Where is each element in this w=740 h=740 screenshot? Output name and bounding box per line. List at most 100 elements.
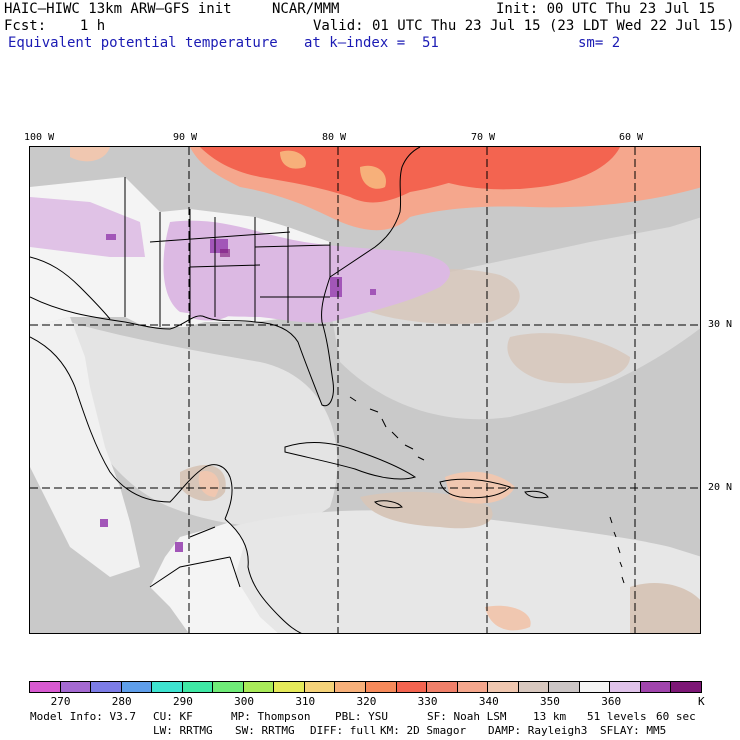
warm-red-band	[200, 147, 490, 203]
footer-item: SW: RRTMG	[235, 724, 295, 737]
colorbar-tick-label: 300	[234, 695, 254, 708]
colorbar-swatch	[121, 682, 153, 692]
us-east-coast	[329, 147, 421, 278]
colorbar-tick-label: 270	[50, 695, 71, 708]
colorbar	[29, 681, 702, 693]
purple-spot-4	[106, 234, 116, 240]
warm-red-ne	[420, 147, 620, 190]
colorbar-swatch	[274, 682, 305, 692]
footer-item: DIFF: full	[310, 724, 377, 737]
warm-caribbean-south	[485, 605, 531, 631]
colorbar-tick-label: 280	[111, 695, 132, 708]
colorbar-swatch	[427, 682, 458, 692]
purple-spot-7	[175, 542, 183, 552]
footer-item: CU: KF	[153, 710, 193, 723]
colorbar-swatch	[152, 682, 183, 692]
colorbar-swatch	[640, 682, 672, 692]
footer-item: SFLAY: MM5	[600, 724, 667, 737]
footer-item: 60 sec	[656, 710, 696, 723]
lon-label-80w: 80 W	[322, 132, 347, 143]
colorbar-swatch	[91, 682, 122, 692]
footer-item: KM: 2D Smagor	[380, 724, 467, 737]
footer-item: PBL: YSU	[335, 710, 388, 723]
colorbar-swatch	[488, 682, 519, 692]
footer-item: MP: Thompson	[231, 710, 311, 723]
lavender-southeast	[163, 220, 450, 323]
bahamas-islands	[349, 396, 425, 461]
colorbar-swatch	[366, 682, 397, 692]
colorbar-swatch	[243, 682, 275, 692]
yucatan-coast	[204, 464, 233, 520]
tan-patch-5	[630, 582, 700, 633]
lavender-west	[30, 197, 145, 257]
map-panel	[29, 146, 701, 634]
central-america-borders	[149, 526, 241, 588]
lon-label-60w: 60 W	[619, 132, 644, 143]
tan-patch-2	[507, 333, 630, 384]
tan-patch-4	[360, 491, 493, 529]
colorbar-unit: K	[698, 695, 705, 708]
smoothing-value: sm= 2	[578, 35, 621, 51]
warm-orange-spot-1	[360, 165, 386, 189]
colorbar-tick-label: 310	[295, 695, 316, 708]
level-index: at k–index = 51	[304, 35, 439, 51]
colorbar-swatch	[396, 682, 428, 692]
theta-e-map	[30, 147, 700, 633]
footer-item: DAMP: Rayleigh3	[488, 724, 588, 737]
lat-label-30n: 30 N	[708, 319, 733, 330]
footer-item: 51 levels	[587, 710, 647, 723]
init-time: Init: 00 UTC Thu 23 Jul 15	[496, 1, 716, 17]
colorbar-swatch	[671, 682, 702, 692]
warm-yucatan	[198, 471, 220, 497]
lavender-gulf-coast	[190, 304, 230, 321]
warm-orange-spot-2	[280, 150, 306, 169]
organization: NCAR/MMM	[272, 1, 340, 17]
puerto-rico-outline	[524, 490, 549, 499]
lon-label-100w: 100 W	[24, 132, 55, 143]
forecast-hour: Fcst: 1 h	[4, 18, 106, 34]
colorbar-swatch	[549, 682, 580, 692]
model-title: HAIC–HIWC 13km ARW–GFS init	[4, 1, 232, 17]
purple-spot-5	[370, 289, 376, 295]
us-state-borders	[124, 177, 331, 327]
purple-spot-3	[330, 277, 342, 297]
footer-item: 13 km	[533, 710, 567, 723]
mexico-land-white	[30, 317, 140, 577]
valid-time: Valid: 01 UTC Thu 23 Jul 15 (23 LDT Wed …	[313, 18, 735, 34]
lat-label-20n: 20 N	[708, 482, 733, 493]
caribbean-light-region	[190, 510, 700, 633]
field-name: Equivalent potential temperature	[8, 35, 278, 51]
footer-item: SF: Noah LSM	[427, 710, 507, 723]
mexico-gulf-coast	[30, 336, 206, 503]
colorbar-tick-label: 290	[172, 695, 193, 708]
lon-label-90w: 90 W	[173, 132, 198, 143]
colorbar-swatch	[30, 682, 61, 692]
cuba-outline	[284, 442, 417, 480]
gulf-light-region	[70, 322, 338, 526]
colorbar-swatch	[182, 682, 214, 692]
purple-spot-6	[100, 519, 108, 527]
colorbar-tick-label: 360	[601, 695, 622, 708]
colorbar-swatch	[579, 682, 611, 692]
central-america-coast	[224, 518, 302, 633]
footer-item: LW: RRTMG	[153, 724, 213, 737]
graticule	[30, 147, 700, 633]
colorbar-swatch	[457, 682, 489, 692]
jamaica-outline	[374, 500, 403, 509]
lesser-antilles	[609, 516, 625, 584]
colorbar-swatch	[213, 682, 244, 692]
colorbar-swatch	[518, 682, 550, 692]
warm-tx-spot	[70, 147, 110, 162]
coastlines	[30, 147, 625, 633]
colorbar-swatch	[60, 682, 92, 692]
colorbar-swatch	[304, 682, 336, 692]
colorbar-tick-label: 350	[540, 695, 560, 708]
mexico-border	[30, 256, 111, 320]
colorbar-tick-label: 330	[417, 695, 438, 708]
colorbar-tick-label: 340	[478, 695, 499, 708]
purple-spot-2	[220, 249, 230, 257]
lon-label-70w: 70 W	[471, 132, 496, 143]
colorbar-swatch	[610, 682, 641, 692]
colorbar-tick-label: 320	[356, 695, 377, 708]
colorbar-swatch	[335, 682, 367, 692]
